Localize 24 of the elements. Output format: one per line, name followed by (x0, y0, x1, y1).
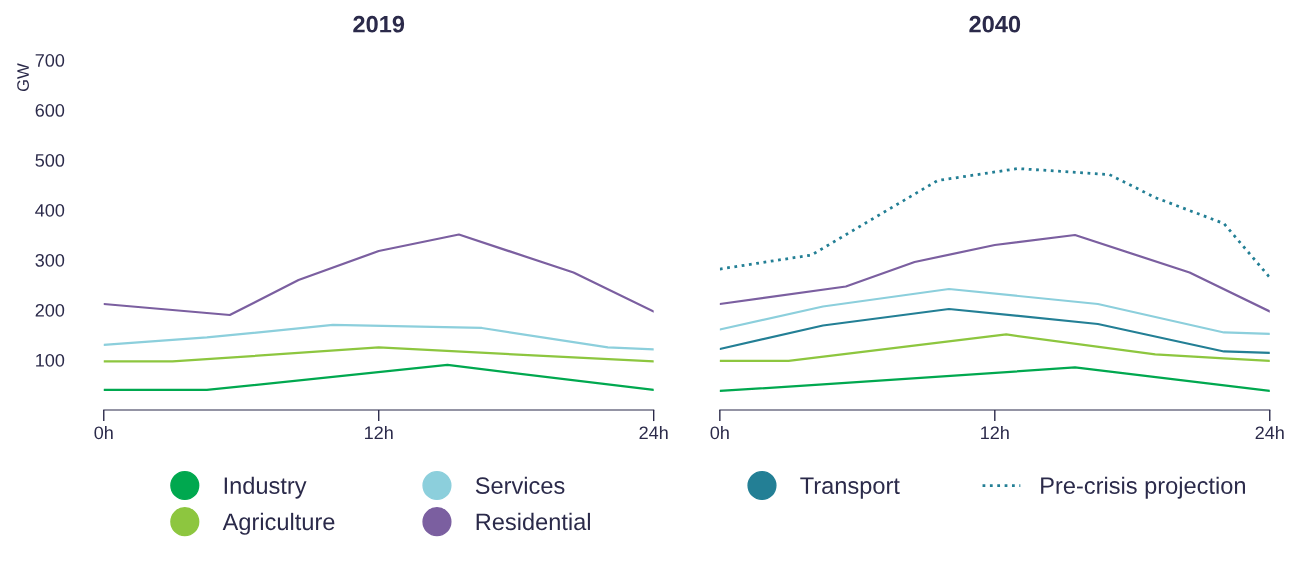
y-tick-label: 500 (35, 153, 65, 167)
legend-label: Industry (224, 476, 307, 499)
y-tick-label: 300 (35, 253, 65, 267)
legend-label: Pre-crisis projection (1041, 476, 1245, 499)
x-tick-label: 24h (1255, 425, 1284, 439)
line-series (103, 323, 654, 351)
legend-label: Services (475, 476, 565, 495)
chart-title: 2040 (969, 15, 1021, 33)
y-tick-label: 200 (35, 303, 65, 317)
legend-label: Transport (800, 477, 900, 499)
x-tick-label: 0h (710, 425, 729, 440)
y-tick-label: 400 (35, 203, 65, 217)
y-tick-label: 700 (35, 54, 65, 67)
line-series (103, 233, 654, 317)
x-tick-label: 12h (365, 425, 393, 439)
y-tick-label: 100 (36, 353, 65, 367)
legend-label: Agriculture (222, 512, 335, 535)
x-tick-label: 12h (981, 425, 1009, 439)
x-tick-label: 0h (94, 425, 113, 440)
y-axis-title: GW (17, 63, 29, 92)
legend-label: Residential (476, 512, 590, 531)
x-tick-label: 24h (639, 425, 668, 439)
chart-title: 2019 (353, 15, 405, 33)
y-tick-label: 600 (35, 104, 65, 117)
